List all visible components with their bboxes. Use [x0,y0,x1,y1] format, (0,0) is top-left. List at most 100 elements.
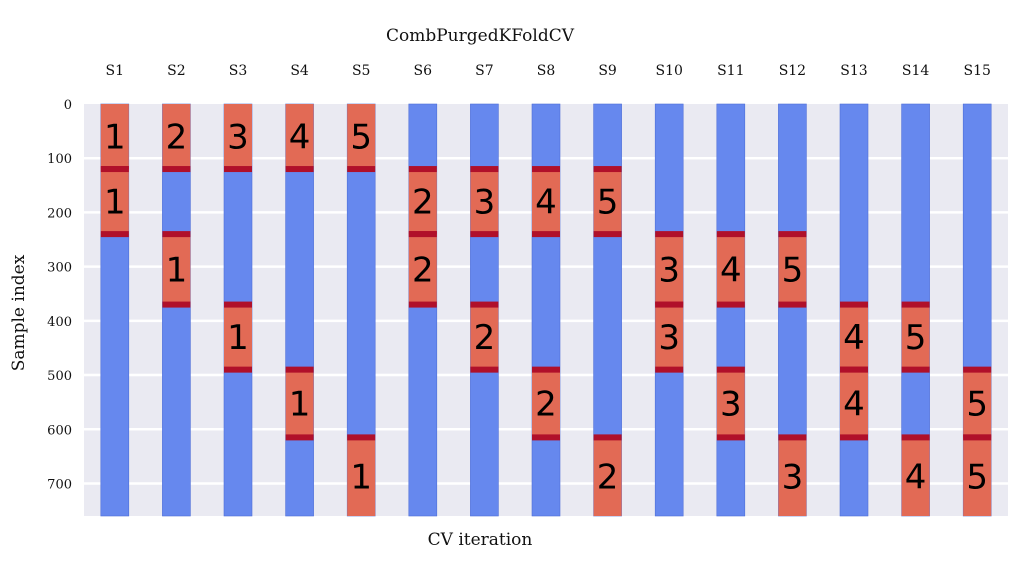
train-segment [285,103,314,517]
split-bar-s13: 44 [839,103,869,517]
purge-band [655,301,684,308]
purge-band [901,366,930,373]
test-segment [778,437,807,516]
purge-band [716,301,745,308]
y-tick-label: 100 [47,152,72,167]
purge-band [963,366,992,373]
fold-label: 3 [227,118,249,158]
test-segment [347,437,376,516]
test-segment [408,169,437,235]
split-bar-s8: 42 [531,103,561,517]
test-segment [963,437,992,516]
y-tick-label: 600 [47,423,72,438]
x-tick-labels: S1 S2 S3 S4 S5 S6 S7 S8 S9 S10 S11 S12 S13 S14 S15 [106,63,991,79]
x-tick-label: S5 [352,63,371,79]
purge-band [778,231,807,238]
fold-label: 4 [905,458,927,498]
split-bar-s10: 33 [654,103,684,517]
x-tick-label: S4 [290,63,309,79]
x-tick-label: S15 [963,63,990,79]
x-tick-label: S1 [106,63,125,79]
test-segment [716,369,745,438]
y-axis-label: Sample index [9,254,29,371]
split-bar-s9: 52 [593,103,622,517]
x-tick-label: S9 [598,63,617,79]
purge-band [408,301,437,308]
test-segment [532,369,560,438]
x-tick-label: S7 [475,63,494,79]
purge-band [470,231,499,238]
fold-label: 2 [597,458,619,498]
y-tick-label: 300 [47,261,72,276]
purge-band [840,366,868,373]
purge-band [716,366,745,373]
test-segment [593,437,622,516]
purge-band [716,434,745,441]
purge-band [285,366,314,373]
purge-band [532,366,560,373]
test-segment [408,234,437,305]
x-tick-label: S11 [717,63,744,79]
test-segment [224,104,252,170]
purge-band [285,434,314,441]
x-tick-label: S12 [779,63,806,79]
purge-band [100,166,129,173]
fold-label: 5 [597,183,619,223]
fold-label: 3 [782,458,804,498]
test-segment [840,304,868,370]
fold-label: 4 [535,183,557,223]
split-bar-s11: 43 [716,103,746,517]
fold-label: 5 [782,250,804,290]
test-segment [470,304,499,370]
test-segment [716,234,745,305]
split-bar-s14: 54 [901,103,930,517]
purge-band [470,366,499,373]
split-bar-s6: 22 [408,103,438,517]
split-bar-s7: 32 [470,103,499,517]
fold-label: 5 [966,458,988,498]
purge-band [224,366,252,373]
purge-band [778,301,807,308]
x-axis-label: CV iteration [428,530,533,550]
split-bar-s1: 11 [100,103,130,517]
split-bar-s12: 53 [778,103,807,517]
split-bar-s2: 21 [162,103,191,517]
test-segment [778,234,807,305]
test-segment [840,369,868,438]
train-segment [716,103,746,517]
fold-label: 4 [843,385,865,425]
fold-label: 3 [720,385,742,425]
purge-band [347,434,376,441]
y-tick-label: 0 [64,98,72,113]
y-tick-label: 700 [47,477,72,492]
fold-label: 2 [412,250,434,290]
purge-band [593,231,622,238]
train-segment [408,103,438,517]
fold-label: 3 [658,250,680,290]
purge-band [347,166,376,173]
purge-band [162,166,191,173]
fold-label: 3 [474,183,496,223]
fold-label: 1 [227,318,249,358]
purge-band [716,231,745,238]
test-segment [963,369,992,438]
train-segment [531,103,561,517]
split-bar-s5: 51 [346,103,376,517]
fold-label: 4 [720,250,742,290]
x-tick-label: S6 [414,63,433,79]
purge-band [901,301,930,308]
test-segment [285,369,314,438]
purge-band [162,231,191,238]
purge-band [593,434,622,441]
y-tick-label: 400 [47,315,72,330]
purge-band [408,231,437,238]
purge-band [162,301,191,308]
test-segment [655,234,684,305]
test-segment [162,104,191,170]
test-segment [655,304,684,370]
purge-band [224,166,252,173]
y-tick-label: 200 [47,206,72,221]
x-tick-label: S2 [167,63,186,79]
y-tick-label: 500 [47,369,72,384]
x-tick-label: S10 [655,63,682,79]
